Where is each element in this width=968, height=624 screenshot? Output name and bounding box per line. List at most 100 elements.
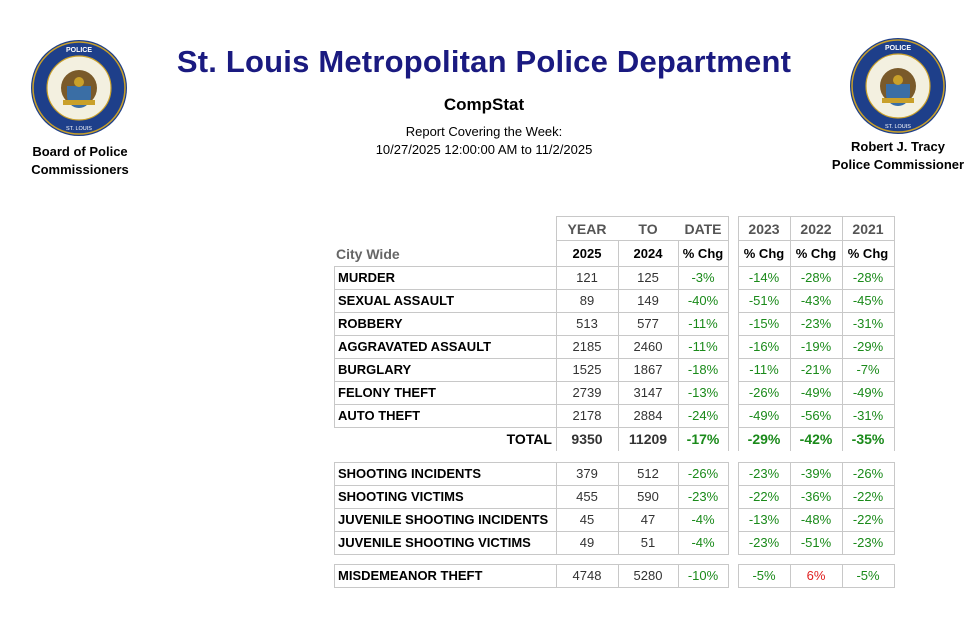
- column-header-cell: 2024: [633, 246, 663, 261]
- value-cell: 590: [637, 489, 659, 504]
- row-border: [334, 312, 728, 313]
- row-border: [334, 289, 728, 290]
- row-border: [334, 358, 728, 359]
- value-cell: -22%: [852, 512, 884, 527]
- row-border: [334, 266, 728, 267]
- value-cell: 11209: [628, 431, 668, 447]
- value-cell: -17%: [686, 431, 720, 447]
- crime-label: MISDEMEANOR THEFT: [338, 568, 483, 583]
- value-cell: -3%: [691, 270, 715, 285]
- value-cell: 45: [579, 512, 595, 527]
- col-border: [738, 427, 739, 451]
- value-cell: 3147: [633, 385, 663, 400]
- value-cell: -28%: [800, 270, 832, 285]
- value-cell: -42%: [799, 431, 833, 447]
- value-cell: -51%: [748, 293, 780, 308]
- value-cell: -5%: [752, 568, 776, 583]
- value-cell: -13%: [687, 385, 719, 400]
- row-border: [334, 462, 728, 463]
- row-border: [738, 587, 894, 588]
- col-border: [618, 427, 619, 451]
- value-cell: -49%: [748, 408, 780, 423]
- col-border: [894, 266, 895, 428]
- header-border: [556, 216, 728, 217]
- group-header-cell: DATE: [684, 221, 722, 237]
- value-cell: 513: [576, 316, 598, 331]
- value-cell: -23%: [800, 316, 832, 331]
- year-header-cell: 2023: [748, 221, 780, 237]
- value-cell: -13%: [748, 512, 780, 527]
- row-border: [738, 312, 894, 313]
- value-cell: 1867: [633, 362, 663, 377]
- col-border: [618, 266, 619, 428]
- value-cell: -26%: [852, 466, 884, 481]
- crime-label: BURGLARY: [338, 362, 412, 377]
- header-border: [842, 216, 843, 240]
- row-border: [738, 358, 894, 359]
- row-border: [738, 531, 894, 532]
- col-border: [790, 427, 791, 451]
- svg-text:ST. LOUIS: ST. LOUIS: [885, 124, 911, 130]
- value-cell: 49: [579, 535, 595, 550]
- col-border: [678, 427, 679, 451]
- right-caption: Robert J. Tracy Police Commissioner: [831, 139, 965, 172]
- value-cell: -24%: [687, 408, 719, 423]
- header-border: [790, 216, 791, 240]
- header-border: [738, 240, 894, 241]
- col-border: [556, 266, 557, 428]
- value-cell: -11%: [688, 316, 718, 331]
- value-cell: -26%: [748, 385, 780, 400]
- value-cell: -29%: [852, 339, 884, 354]
- column-header-cell: % Chg: [795, 246, 837, 261]
- header-border: [738, 216, 739, 266]
- value-cell: -49%: [800, 385, 832, 400]
- col-border: [894, 427, 895, 451]
- value-cell: -35%: [851, 431, 885, 447]
- value-cell: 51: [640, 535, 656, 550]
- col-border: [618, 462, 619, 555]
- col-border: [678, 462, 679, 555]
- header-border: [556, 216, 557, 266]
- value-cell: -23%: [748, 466, 780, 481]
- row-border: [334, 564, 728, 565]
- row-border: [738, 508, 894, 509]
- value-cell: -31%: [852, 316, 884, 331]
- row-border: [334, 508, 728, 509]
- crime-label: AUTO THEFT: [338, 408, 421, 423]
- value-cell: 4748: [572, 568, 602, 583]
- col-border: [556, 427, 557, 451]
- value-cell: -16%: [748, 339, 780, 354]
- col-border: [738, 266, 739, 428]
- year-header-cell: 2021: [852, 221, 884, 237]
- col-border: [738, 462, 739, 555]
- year-header-cell: 2022: [800, 221, 832, 237]
- column-header-cell: % Chg: [847, 246, 889, 261]
- col-border: [678, 266, 679, 428]
- value-cell: -28%: [852, 270, 884, 285]
- value-cell: -56%: [800, 408, 832, 423]
- col-border: [842, 462, 843, 555]
- column-header-cell: % Chg: [743, 246, 785, 261]
- value-cell: 121: [576, 270, 598, 285]
- header-border: [738, 216, 894, 217]
- value-cell: -10%: [687, 568, 719, 583]
- report-range: 10/27/2025 12:00:00 AM to 11/2/2025: [375, 142, 593, 157]
- left-caption: Board of Police Commissioners: [31, 144, 129, 177]
- value-cell: -4%: [691, 535, 715, 550]
- value-cell: -31%: [852, 408, 884, 423]
- value-cell: -48%: [800, 512, 832, 527]
- value-cell: -43%: [800, 293, 832, 308]
- value-cell: 125: [637, 270, 659, 285]
- col-border: [556, 462, 557, 555]
- row-border: [334, 335, 728, 336]
- crime-label: JUVENILE SHOOTING INCIDENTS: [338, 512, 549, 527]
- column-header-cell: % Chg: [682, 246, 724, 261]
- page-title: St. Louis Metropolitan Police Department: [176, 44, 792, 79]
- column-header-cell: 2025: [572, 246, 602, 261]
- value-cell: -22%: [852, 489, 884, 504]
- row-border: [738, 462, 894, 463]
- value-cell: -18%: [687, 362, 719, 377]
- value-cell: 89: [579, 293, 595, 308]
- row-border: [334, 427, 728, 428]
- report-label: Report Covering the Week:: [405, 124, 563, 139]
